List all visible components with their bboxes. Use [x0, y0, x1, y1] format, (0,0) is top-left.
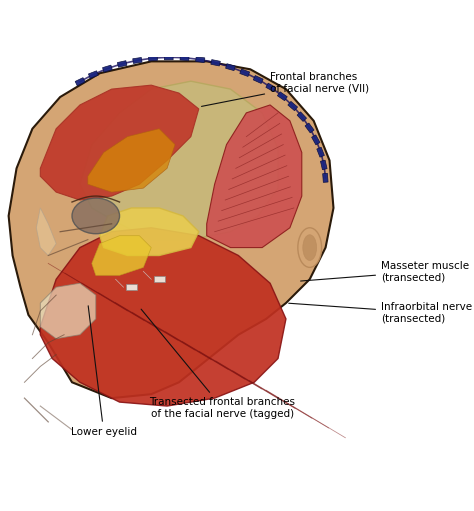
- FancyBboxPatch shape: [305, 123, 314, 133]
- FancyBboxPatch shape: [240, 69, 250, 77]
- FancyBboxPatch shape: [317, 147, 324, 157]
- FancyBboxPatch shape: [320, 160, 327, 170]
- Polygon shape: [40, 85, 199, 200]
- Ellipse shape: [72, 198, 119, 234]
- FancyBboxPatch shape: [297, 112, 307, 122]
- Polygon shape: [80, 81, 278, 240]
- Polygon shape: [92, 236, 151, 275]
- FancyBboxPatch shape: [323, 173, 328, 182]
- FancyBboxPatch shape: [196, 57, 205, 63]
- Polygon shape: [36, 208, 56, 256]
- FancyBboxPatch shape: [253, 76, 263, 83]
- Text: Frontal branches
of facial nerve (VII): Frontal branches of facial nerve (VII): [201, 73, 369, 106]
- FancyBboxPatch shape: [180, 55, 189, 60]
- Ellipse shape: [298, 228, 321, 267]
- Ellipse shape: [303, 235, 317, 261]
- FancyBboxPatch shape: [118, 61, 127, 67]
- Polygon shape: [207, 105, 302, 247]
- FancyBboxPatch shape: [148, 56, 157, 61]
- Polygon shape: [40, 283, 96, 339]
- FancyBboxPatch shape: [277, 92, 287, 101]
- FancyBboxPatch shape: [211, 60, 220, 66]
- FancyBboxPatch shape: [126, 284, 137, 290]
- Text: Masseter muscle
(transected): Masseter muscle (transected): [301, 261, 469, 282]
- Text: Infraorbital nerve
(transected): Infraorbital nerve (transected): [289, 302, 472, 324]
- FancyBboxPatch shape: [226, 64, 235, 71]
- FancyBboxPatch shape: [266, 83, 276, 91]
- Text: Transected frontal branches
of the facial nerve (tagged): Transected frontal branches of the facia…: [141, 309, 296, 419]
- FancyBboxPatch shape: [154, 276, 164, 283]
- FancyBboxPatch shape: [133, 57, 142, 63]
- FancyBboxPatch shape: [75, 78, 85, 86]
- FancyBboxPatch shape: [164, 55, 173, 60]
- Polygon shape: [100, 208, 199, 256]
- FancyBboxPatch shape: [288, 101, 298, 111]
- FancyBboxPatch shape: [89, 71, 98, 78]
- Polygon shape: [88, 129, 175, 192]
- Polygon shape: [9, 61, 334, 398]
- Polygon shape: [40, 228, 286, 406]
- Text: Lower eyelid: Lower eyelid: [71, 306, 137, 437]
- FancyBboxPatch shape: [311, 135, 320, 145]
- FancyBboxPatch shape: [102, 65, 112, 72]
